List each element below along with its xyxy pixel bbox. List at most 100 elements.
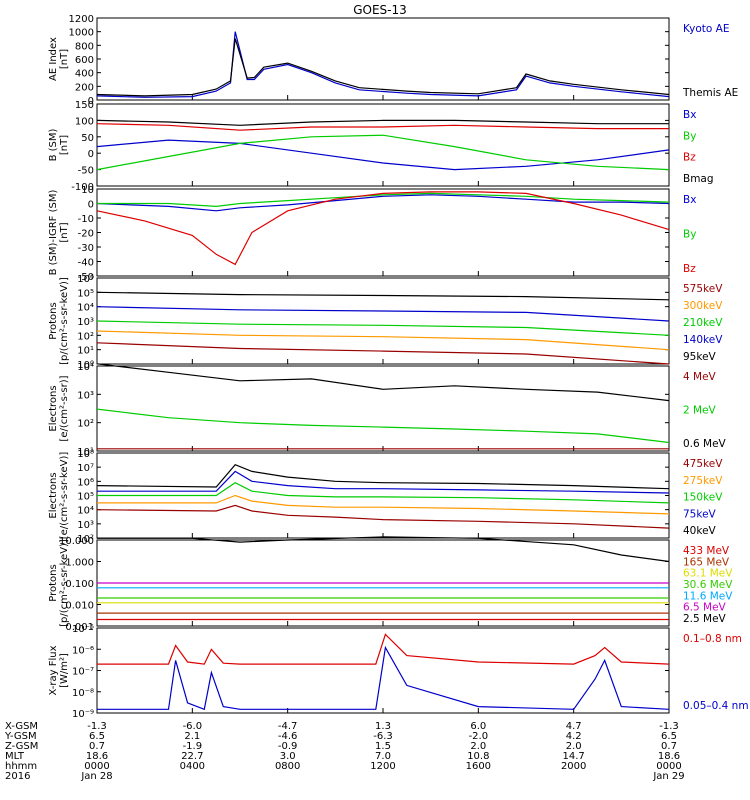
ephemeris-value: 0.7 (661, 741, 677, 752)
series-line (96, 320, 670, 336)
legend-entry: Kyoto AE (683, 23, 729, 35)
y-axis-label: [nT] (59, 49, 70, 69)
x-axis-ephemeris-table: X-GSMY-GSMZ-GSMMLThhmm2016-1.36.50.718.6… (4, 721, 685, 782)
ephemeris-value: Jan 29 (652, 771, 684, 782)
ephemeris-value: -6.0 (183, 721, 203, 732)
y-tick-label: 10¹ (77, 447, 94, 458)
ephemeris-value: 2000 (561, 761, 586, 772)
series-line (96, 342, 670, 365)
ephemeris-value: 6.5 (661, 731, 677, 742)
y-tick-label: 10⁻⁶ (72, 645, 94, 656)
y-tick-label: 10⁰ (77, 360, 94, 371)
panel-frame (96, 365, 670, 452)
legend-entry: Bmag (683, 173, 714, 185)
ephemeris-value: 2.0 (566, 741, 582, 752)
ephemeris-value: 2.1 (184, 731, 200, 742)
ephemeris-value: 18.6 (86, 751, 108, 762)
legend-entry: 40keV (683, 525, 717, 537)
ephemeris-value: -6.3 (373, 731, 393, 742)
ephemeris-value: 0400 (180, 761, 205, 772)
y-tick-label: 1200 (69, 14, 94, 25)
y-axis-label: [nT] (59, 222, 70, 242)
y-axis-label: [p/(cm²-s-sr-keV)] (59, 539, 70, 627)
legend-entry: 475keV (683, 458, 723, 470)
ephemeris-value: -0.9 (278, 741, 298, 752)
ephemeris-value: 7.0 (375, 751, 391, 762)
ephemeris-row-label: MLT (5, 751, 25, 762)
y-tick-label: 0.001 (65, 622, 94, 633)
legend-entry: 30.6 MeV (683, 579, 733, 591)
y-tick-label: 10⁶ (77, 274, 94, 285)
series-line (97, 192, 670, 208)
legend-entry: 150keV (683, 492, 723, 504)
panel-7: 0.001 0.010 0.100 1.000 10.000 Protons [p/(cm²… (48, 536, 733, 633)
y-tick-label: 10⁴ (77, 303, 94, 314)
series-line (97, 536, 670, 563)
ephemeris-value: 1600 (466, 761, 491, 772)
y-tick-label: -10 (78, 214, 94, 225)
series-line (96, 330, 670, 351)
legend-entry: 75keV (683, 508, 717, 520)
series-line (96, 194, 670, 212)
legend-entry: By (683, 229, 696, 241)
y-axis-label: [W/m²] (59, 653, 70, 688)
y-tick-label: 0.100 (65, 579, 94, 590)
y-tick-label: 10¹ (77, 346, 94, 357)
series-line (97, 470, 670, 494)
series-line (96, 123, 669, 131)
y-tick-label: 10⁻⁹ (72, 709, 94, 720)
y-tick-label: -50 (78, 272, 94, 283)
legend-entry: 6.5 MeV (683, 602, 727, 614)
legend-entry: Bz (683, 152, 696, 164)
y-tick-label: 10³ (77, 520, 94, 531)
legend-entry: 2 MeV (683, 405, 717, 417)
series-line (97, 494, 670, 515)
y-tick-label: 10⁵ (77, 288, 94, 299)
ephemeris-value: 0000 (84, 761, 109, 772)
panel-4: 10⁰ 10¹ 10² 10³ 10⁴ 10⁵ 10⁶ Protons [p/(cm²-s-sr… (48, 274, 723, 371)
ephemeris-value: 0000 (656, 761, 681, 772)
y-tick-label: -20 (78, 229, 94, 240)
ephemeris-value: 1.5 (375, 741, 391, 752)
series-line (96, 504, 670, 529)
y-axis-label: B (SM)-IGRF (SM) (48, 190, 59, 276)
series-line (96, 134, 670, 171)
y-tick-label: 1000 (69, 28, 94, 39)
y-tick-label: 10⁶ (77, 477, 94, 488)
ephemeris-value: -1.9 (183, 741, 203, 752)
ephemeris-value: 1.3 (375, 721, 391, 732)
y-tick-label: 50 (81, 133, 94, 144)
y-tick-label: 10² (77, 331, 94, 342)
ephemeris-value: 4.7 (566, 721, 582, 732)
y-axis-label: Electrons (48, 472, 59, 518)
y-tick-label: -40 (78, 258, 94, 269)
y-tick-label: 0 (88, 149, 94, 160)
y-tick-label: 800 (75, 41, 94, 52)
y-tick-label: 0.010 (65, 601, 94, 612)
series-line (96, 363, 670, 402)
y-axis-label: [p/(cm²-s-sr-keV)] (59, 277, 70, 365)
y-axis-label: Electrons (48, 385, 59, 431)
series-line (96, 463, 670, 490)
series-line (97, 645, 670, 711)
y-tick-label: 100 (75, 116, 94, 127)
y-axis-label: X-ray Flux (48, 645, 59, 695)
legend-entry: Bx (683, 194, 696, 206)
legend-entry: By (683, 130, 696, 142)
legend-entry: 63.1 MeV (683, 568, 733, 580)
series-line (96, 38, 670, 97)
legend-entry: 0.1–0.8 nm (683, 633, 742, 645)
y-tick-label: 10⁻⁵ (72, 624, 94, 635)
ephemeris-row-label: Y-GSM (4, 731, 37, 742)
y-tick-label: 150 (75, 100, 94, 111)
y-tick-label: 1.000 (65, 558, 94, 569)
y-tick-label: 0 (88, 200, 94, 211)
ephemeris-value: -4.7 (278, 721, 298, 732)
legend-entry: 140keV (683, 334, 723, 346)
y-tick-label: 10 (81, 185, 94, 196)
ephemeris-row-label: hhmm (5, 761, 37, 772)
y-tick-label: 10⁵ (77, 492, 94, 503)
legend-entry: 165 MeV (683, 556, 730, 568)
panel-8: 10⁻⁹ 10⁻⁸ 10⁻⁷ 10⁻⁶ 10⁻⁵ X-ray Flux [W/m²] 0.1–… (48, 624, 749, 720)
